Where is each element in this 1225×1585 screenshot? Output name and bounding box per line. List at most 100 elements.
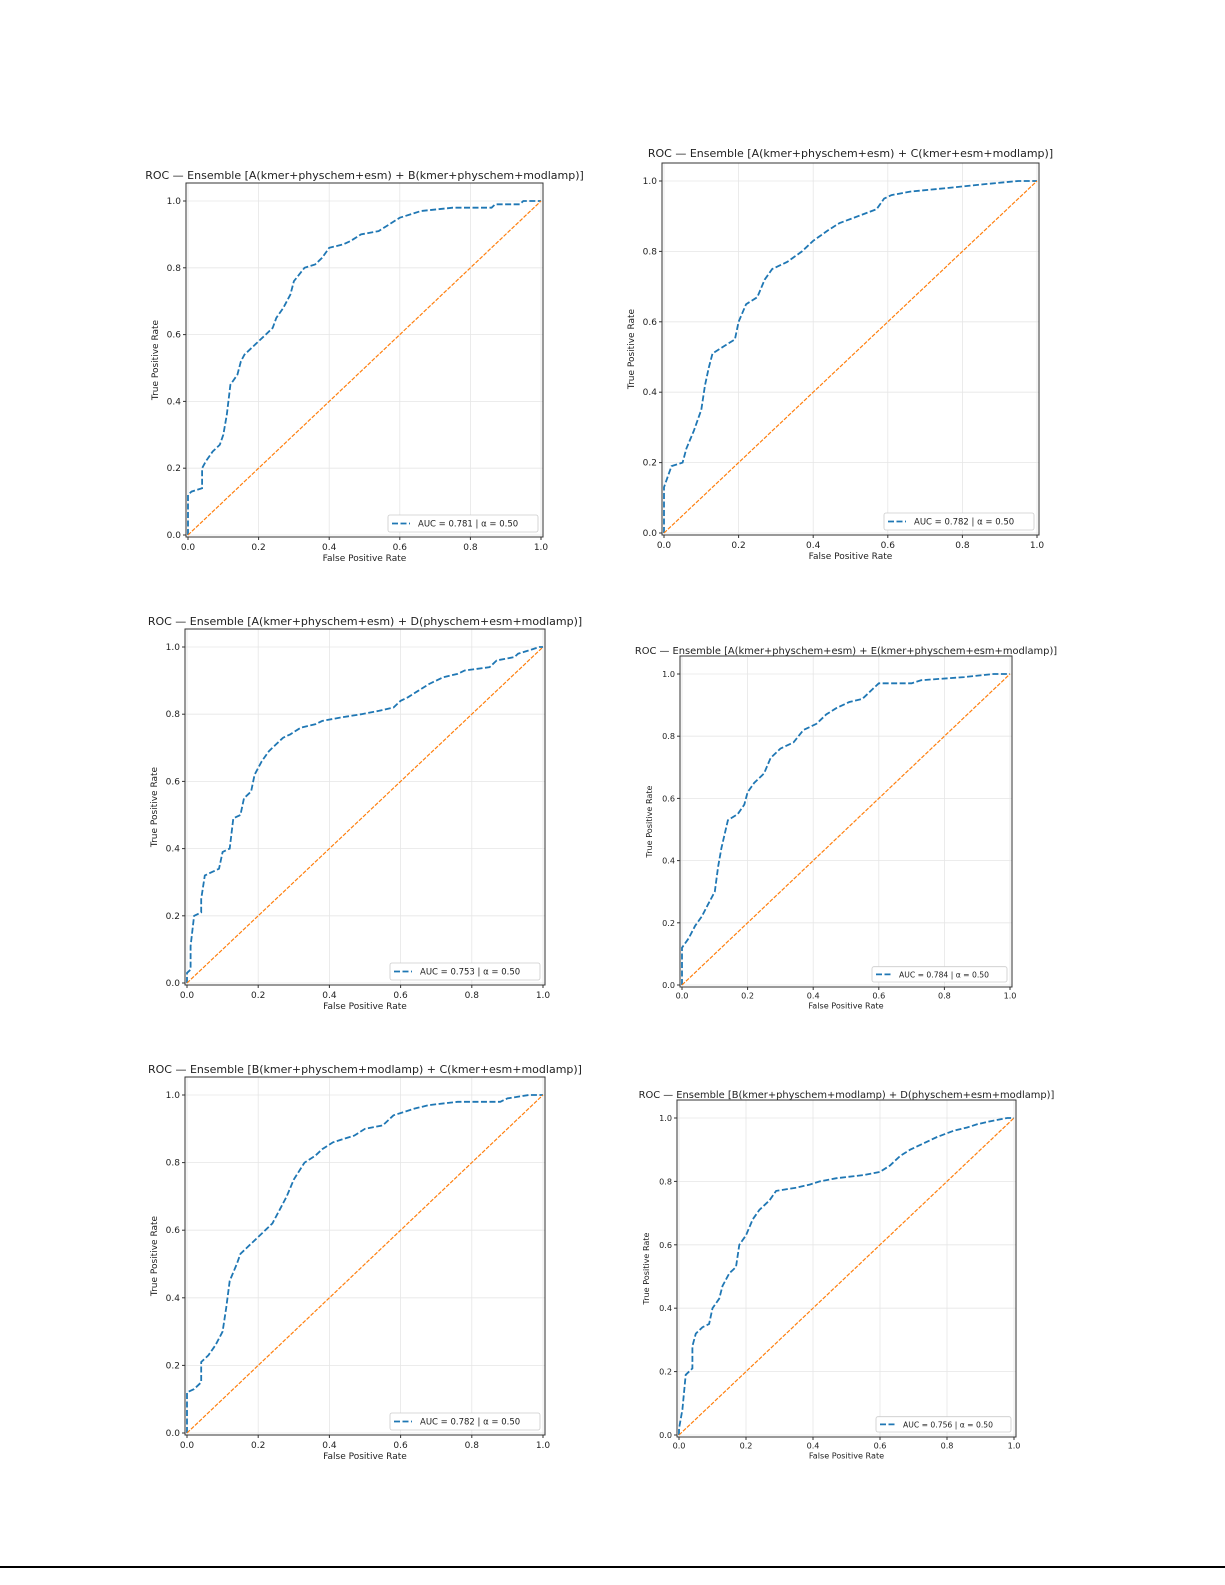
x-tick-label: 1.0 (1030, 541, 1045, 551)
y-axis-label: True Positive Rate (150, 1215, 160, 1297)
y-tick-label: 0.8 (167, 264, 182, 274)
x-tick-label: 0.4 (322, 543, 337, 553)
x-tick-label: 0.2 (251, 1441, 265, 1451)
legend-box (875, 1416, 1012, 1433)
legend: AUC = 0.753 | α = 0.50 (389, 962, 541, 981)
y-tick-label: 0.4 (662, 856, 675, 866)
y-tick-label: 0.6 (643, 318, 658, 328)
y-axis-label: True Positive Rate (150, 766, 160, 848)
y-tick-label: 0.6 (659, 1240, 672, 1250)
x-tick-label: 0.8 (465, 991, 480, 1001)
legend-label: AUC = 0.781 | α = 0.50 (418, 520, 518, 530)
y-tick-label: 0.6 (662, 793, 675, 803)
x-axis-label: False Positive Rate (809, 552, 893, 562)
y-tick-label: 0.0 (662, 980, 675, 990)
legend: AUC = 0.781 | α = 0.50 (387, 514, 539, 533)
x-tick-label: 0.0 (180, 991, 195, 1001)
plot-frame (676, 1099, 1017, 1438)
y-tick-label: 0.0 (166, 1429, 181, 1439)
x-tick-label: 0.2 (251, 543, 265, 553)
x-tick-label: 0.0 (673, 1441, 686, 1451)
legend: AUC = 0.782 | α = 0.50 (389, 1412, 541, 1431)
plot-frame (185, 182, 544, 538)
x-tick-label: 0.4 (806, 541, 821, 551)
x-tick-label: 0.8 (465, 1441, 480, 1451)
chance-diagonal (186, 646, 544, 984)
roc-chart-6: 0.0 0.2 0.4 0.6 0.8 1.0 0.0 0.2 0.4 0.6 0.8 1.0 Fals… (639, 1090, 1055, 1461)
legend-box (389, 962, 541, 981)
x-tick-label: 0.4 (807, 991, 820, 1001)
y-tick-label: 0.0 (659, 1430, 672, 1440)
x-tick-label: 0.0 (676, 991, 689, 1001)
chart-title: ROC — Ensemble [A(kmer+physchem+esm) + D… (148, 615, 582, 628)
chart-title: ROC — Ensemble [A(kmer+physchem+esm) + B… (145, 169, 584, 182)
page-bottom-rule (0, 1566, 1225, 1568)
x-tick-label: 0.8 (938, 991, 951, 1001)
chart-title: ROC — Ensemble [B(kmer+physchem+modlamp)… (148, 1063, 582, 1076)
legend-label: AUC = 0.784 | α = 0.50 (899, 970, 989, 979)
roc-chart-4: 0.0 0.2 0.4 0.6 0.8 1.0 0.0 0.2 0.4 0.6 0.8 1.0 Fals… (635, 646, 1057, 1011)
chart-title: ROC — Ensemble [A(kmer+physchem+esm) + E… (635, 646, 1057, 657)
roc-chart-5: 0.0 0.2 0.4 0.6 0.8 1.0 0.0 0.2 0.4 0.6 0.8 1.0 Fals… (148, 1063, 582, 1462)
roc-curve (678, 1117, 1014, 1435)
y-tick-label: 1.0 (167, 197, 182, 207)
x-tick-label: 0.6 (393, 543, 408, 553)
y-tick-label: 1.0 (643, 177, 658, 187)
x-tick-label: 0.8 (955, 541, 970, 551)
y-tick-label: 0.8 (643, 247, 658, 257)
y-tick-label: 0.8 (662, 731, 675, 741)
y-tick-label: 0.4 (166, 845, 181, 855)
x-tick-label: 0.6 (872, 991, 885, 1001)
y-tick-label: 0.4 (659, 1303, 672, 1313)
x-axis-label: False Positive Rate (808, 1001, 883, 1011)
y-tick-label: 0.2 (166, 1361, 180, 1371)
roc-chart-1: 0.0 0.2 0.4 0.6 0.8 1.0 0.0 0.2 0.4 0.6 0.8 1.0 Fals… (145, 169, 584, 564)
y-tick-label: 0.2 (166, 912, 180, 922)
chance-diagonal (187, 200, 542, 536)
x-tick-label: 0.6 (393, 991, 408, 1001)
x-tick-label: 0.2 (741, 991, 754, 1001)
plot-frame (661, 162, 1040, 536)
y-tick-label: 1.0 (662, 669, 675, 679)
chart-title: ROC — Ensemble [A(kmer+physchem+esm) + C… (648, 147, 1053, 160)
legend-label: AUC = 0.782 | α = 0.50 (420, 1418, 520, 1428)
x-axis-label: False Positive Rate (323, 554, 407, 564)
x-tick-label: 1.0 (1004, 991, 1017, 1001)
x-tick-label: 0.8 (463, 543, 478, 553)
roc-curve (186, 646, 543, 983)
y-axis-label: True Positive Rate (151, 319, 161, 401)
plot-frame (184, 1076, 546, 1436)
y-axis-label: True Positive Rate (644, 785, 654, 858)
x-axis-label: False Positive Rate (323, 1452, 407, 1462)
y-tick-label: 1.0 (166, 643, 181, 653)
chance-diagonal (681, 673, 1011, 986)
chance-diagonal (678, 1117, 1015, 1436)
x-tick-label: 0.2 (740, 1441, 753, 1451)
legend: AUC = 0.782 | α = 0.50 (883, 512, 1035, 531)
x-tick-label: 0.4 (322, 991, 337, 1001)
roc-curve (681, 673, 1010, 985)
plot-frame (184, 628, 546, 986)
x-tick-label: 0.2 (251, 991, 265, 1001)
roc-curve (186, 1094, 543, 1433)
y-tick-label: 0.8 (659, 1176, 672, 1186)
y-tick-label: 0.0 (643, 529, 658, 539)
x-tick-label: 0.2 (731, 541, 745, 551)
plot-frame (679, 655, 1013, 988)
legend-label: AUC = 0.782 | α = 0.50 (914, 518, 1014, 528)
x-axis-label: False Positive Rate (323, 1002, 407, 1012)
x-tick-label: 0.4 (322, 1441, 337, 1451)
y-tick-label: 0.2 (662, 918, 675, 928)
y-tick-label: 0.8 (166, 710, 181, 720)
y-tick-label: 1.0 (166, 1091, 181, 1101)
y-axis-label: True Positive Rate (627, 308, 637, 390)
legend: AUC = 0.784 | α = 0.50 (871, 966, 1008, 983)
x-axis-label: False Positive Rate (809, 1451, 884, 1461)
y-tick-label: 1.0 (659, 1113, 672, 1123)
chance-diagonal (186, 1094, 544, 1434)
y-tick-label: 0.4 (166, 1294, 181, 1304)
x-tick-label: 1.0 (534, 543, 549, 553)
legend-box (387, 514, 539, 533)
y-tick-label: 0.0 (166, 979, 181, 989)
